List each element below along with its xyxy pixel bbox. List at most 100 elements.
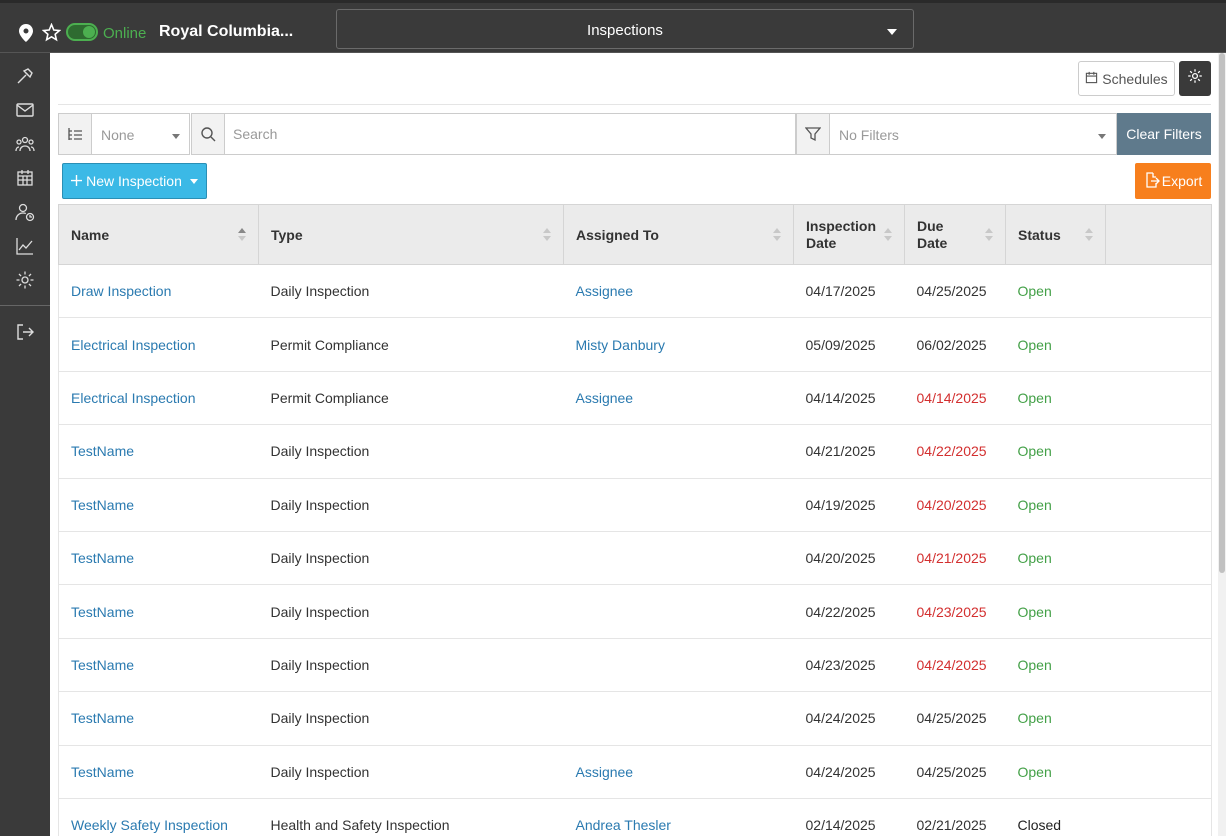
inspection-name-link[interactable]: Electrical Inspection [71, 389, 196, 406]
table-row[interactable]: Weekly Safety Inspection Health and Safet… [58, 798, 1212, 836]
filters-select[interactable]: No Filters [829, 113, 1117, 155]
plus-icon [71, 173, 83, 189]
column-header-label: Status [1018, 226, 1061, 243]
mail-icon[interactable] [15, 100, 35, 120]
online-toggle[interactable] [66, 23, 98, 41]
due-date: 04/24/2025 [916, 656, 987, 673]
column-header-type[interactable]: Type [258, 204, 564, 265]
export-button[interactable]: Export [1135, 163, 1211, 199]
due-date: 02/21/2025 [916, 817, 987, 834]
scrollbar-thumb[interactable] [1219, 53, 1225, 573]
column-header-assigned-to[interactable]: Assigned To [563, 204, 794, 265]
table-row[interactable]: Draw Inspection Daily Inspection Assignee 0… [58, 264, 1212, 319]
table-cell-actions [1105, 264, 1212, 319]
inspection-name-link[interactable]: TestName [71, 763, 135, 780]
table-cell: 04/24/2025 [793, 745, 905, 799]
settings-button[interactable] [1179, 61, 1211, 96]
table-cell: 04/22/2025 [793, 584, 905, 639]
column-header-inspection-date[interactable]: Inspection Date [793, 204, 905, 265]
table-row[interactable]: TestName Daily Inspection 04/22/2025 04/23/… [58, 584, 1212, 639]
calendar-icon[interactable] [15, 168, 35, 188]
table-cell: Open [1005, 371, 1106, 426]
map-pin-icon[interactable] [19, 24, 33, 42]
assignee-link[interactable]: Assignee [575, 389, 634, 406]
table-cell [563, 424, 794, 479]
logout-icon[interactable] [15, 322, 35, 342]
table-cell: Daily Inspection [258, 638, 564, 693]
status: Open [1017, 603, 1052, 620]
inspection-date: 04/24/2025 [805, 763, 876, 780]
table-cell: Weekly Safety Inspection [58, 798, 259, 836]
assignee-link[interactable]: Andrea Thesler [575, 817, 671, 834]
table-cell: 04/25/2025 [904, 264, 1006, 319]
filter-icon[interactable] [796, 113, 830, 155]
group-by-icon[interactable] [58, 113, 92, 155]
inspection-name-link[interactable]: TestName [71, 710, 135, 727]
status: Open [1017, 389, 1052, 406]
assignee-link[interactable]: Assignee [575, 283, 634, 300]
table-cell: Open [1005, 478, 1106, 532]
table-row[interactable]: Electrical Inspection Permit Compliance As… [58, 371, 1212, 426]
sort-icon [773, 228, 781, 242]
inspection-name-link[interactable]: TestName [71, 550, 135, 567]
inspection-name-link[interactable]: TestName [71, 496, 135, 513]
project-name[interactable]: Royal Columbia... [159, 23, 294, 40]
user-clock-icon[interactable] [15, 202, 35, 222]
inspection-name-link[interactable]: TestName [71, 603, 135, 620]
table-cell: Daily Inspection [258, 745, 564, 799]
assignee-link[interactable]: Assignee [575, 763, 634, 780]
due-date: 04/14/2025 [916, 389, 987, 406]
module-select[interactable]: Inspections [336, 9, 914, 49]
status: Open [1017, 763, 1052, 780]
table-row[interactable]: Electrical Inspection Permit Compliance Mi… [58, 317, 1212, 372]
column-header-name[interactable]: Name [58, 204, 259, 265]
column-header-due-date[interactable]: Due Date [904, 204, 1006, 265]
inspection-type: Daily Inspection [270, 496, 370, 513]
inspection-name-link[interactable]: Weekly Safety Inspection [71, 817, 228, 834]
inspection-date: 04/20/2025 [805, 550, 876, 567]
due-date: 04/23/2025 [916, 603, 987, 620]
table-cell-actions [1105, 317, 1212, 372]
assignee-link[interactable]: Misty Danbury [575, 336, 665, 353]
table-row[interactable]: TestName Daily Inspection 04/21/2025 04/22/… [58, 424, 1212, 479]
table-row[interactable]: TestName Daily Inspection 04/20/2025 04/21/… [58, 531, 1212, 586]
clear-filters-button[interactable]: Clear Filters [1117, 113, 1211, 155]
inspection-name-link[interactable]: Draw Inspection [71, 283, 172, 300]
search-input[interactable] [224, 113, 796, 155]
schedules-button[interactable]: Schedules [1078, 61, 1175, 96]
table-cell [563, 478, 794, 532]
table-cell: Permit Compliance [258, 371, 564, 426]
table-cell: Daily Inspection [258, 584, 564, 639]
table-row[interactable]: TestName Daily Inspection 04/19/2025 04/20/… [58, 478, 1212, 532]
inspection-name-link[interactable]: Electrical Inspection [71, 336, 196, 353]
table-cell: 04/20/2025 [793, 531, 905, 586]
table-row[interactable]: TestName Daily Inspection Assignee 04/24/20… [58, 745, 1212, 799]
inspection-date: 04/24/2025 [805, 710, 876, 727]
chart-line-icon[interactable] [15, 236, 35, 256]
table-cell: TestName [58, 424, 259, 479]
column-header-status[interactable]: Status [1005, 204, 1106, 265]
hammer-icon[interactable] [15, 66, 35, 86]
table-row[interactable]: TestName Daily Inspection 04/23/2025 04/24/… [58, 638, 1212, 693]
inspection-name-link[interactable]: TestName [71, 656, 135, 673]
inspections-table: Name Type Assigned To Inspection Date Du… [58, 204, 1212, 836]
inspection-name-link[interactable]: TestName [71, 443, 135, 460]
inspection-type: Daily Inspection [270, 283, 370, 300]
star-icon[interactable] [41, 22, 62, 42]
users-icon[interactable] [15, 134, 35, 154]
table-cell: 04/23/2025 [904, 584, 1006, 639]
status: Open [1017, 496, 1052, 513]
inspection-type: Daily Inspection [270, 710, 370, 727]
column-header-label: Type [271, 226, 303, 243]
calendar-icon [1085, 71, 1098, 87]
sort-icon [238, 228, 246, 242]
scrollbar[interactable] [1218, 53, 1226, 836]
settings-icon[interactable] [15, 270, 35, 290]
inspection-date: 04/21/2025 [805, 443, 876, 460]
group-by-select[interactable]: None [91, 113, 190, 155]
table-body: Draw Inspection Daily Inspection Assignee 0… [58, 264, 1212, 836]
sidebar-divider [0, 305, 50, 306]
table-row[interactable]: TestName Daily Inspection 04/24/2025 04/25/… [58, 691, 1212, 746]
new-inspection-button[interactable]: New Inspection [62, 163, 207, 199]
table-cell: Draw Inspection [58, 264, 259, 319]
